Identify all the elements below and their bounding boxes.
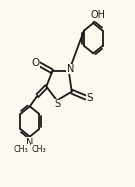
Text: CH₃: CH₃: [13, 145, 28, 154]
Text: S: S: [55, 99, 61, 109]
Text: N: N: [26, 138, 33, 148]
Text: N: N: [67, 64, 74, 74]
Text: O: O: [31, 58, 40, 68]
Text: OH: OH: [91, 10, 106, 20]
Text: S: S: [87, 93, 93, 103]
Text: CH₃: CH₃: [32, 145, 46, 154]
